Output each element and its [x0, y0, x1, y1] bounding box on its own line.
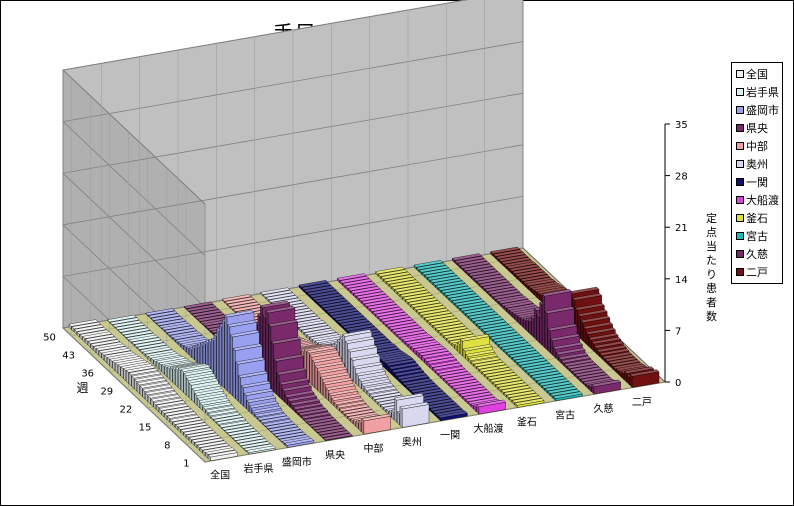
bar-盛岡市-week-1 [284, 438, 315, 448]
y-tick-label: 21 [675, 223, 688, 234]
bar-奥州-week-1 [399, 402, 430, 428]
y-tick-label: 7 [675, 326, 681, 337]
bar-岩手県-week-1 [246, 445, 277, 455]
legend-swatch [736, 178, 744, 186]
y-tick-label: 14 [675, 275, 688, 286]
series-axis-label: 釜石 [517, 415, 537, 428]
legend-label: 一関 [746, 176, 768, 189]
legend-label: 県央 [746, 122, 768, 135]
legend-item: 盛岡市 [736, 101, 782, 119]
legend-swatch [736, 160, 744, 168]
y-axis-label: 定点当たり患者数 [706, 212, 717, 323]
legend-item: 二戸 [736, 263, 782, 281]
bar-宮古-week-1 [552, 391, 583, 402]
floor-gridline [166, 345, 627, 427]
legend-label: 全国 [746, 68, 768, 81]
series-axis-label: 二戸 [632, 396, 652, 408]
legend: 全国岩手県盛岡市県央中部奥州一関大船渡釜石宮古久慈二戸 [731, 62, 783, 284]
series-axis-label: 久慈 [594, 402, 614, 415]
legend-label: 奥州 [746, 158, 768, 171]
y-tick-label: 0 [675, 378, 681, 389]
legend-item: 釜石 [736, 209, 782, 227]
bar-一関-week-1 [437, 410, 468, 422]
legend-swatch [736, 124, 744, 132]
legend-label: 中部 [746, 140, 768, 153]
floor-gridline [204, 381, 666, 463]
legend-label: 岩手県 [746, 86, 779, 99]
legend-item: 大船渡 [736, 191, 782, 209]
bar-全国-week-1 [207, 450, 238, 462]
legend-label: 釜石 [746, 212, 768, 225]
y-tick-label: 28 [675, 172, 688, 183]
bar-中部-week-1 [361, 413, 392, 435]
legend-item: 県央 [736, 119, 782, 137]
legend-label: 盛岡市 [746, 104, 779, 117]
week-tick-label: 8 [164, 441, 170, 452]
legend-item: 全国 [736, 65, 782, 83]
legend-swatch [736, 268, 744, 276]
bar-県央-week-1 [322, 433, 353, 442]
legend-label: 大船渡 [746, 194, 779, 207]
week-tick-label: 1 [183, 459, 189, 470]
week-tick-label: 15 [139, 423, 152, 434]
legend-swatch [736, 88, 744, 96]
series-axis-label: 盛岡市 [282, 455, 312, 468]
floor-gridline [90, 273, 551, 355]
series-axis-label: 全国 [210, 469, 230, 482]
legend-item: 岩手県 [736, 83, 782, 101]
series-axis-label: 岩手県 [244, 462, 274, 475]
floor-gridline [71, 255, 532, 336]
legend-swatch [736, 214, 744, 222]
week-tick-label: 22 [120, 405, 133, 416]
week-axis-label: 週 [76, 381, 88, 395]
legend-swatch [736, 196, 744, 204]
series-axis-label: 一関 [440, 430, 460, 442]
week-tick-label: 43 [62, 350, 75, 361]
legend-label: 宮古 [746, 230, 768, 243]
y-tick-label: 35 [675, 120, 688, 131]
week-tick-label: 36 [81, 369, 94, 380]
week-tick-label: 29 [100, 387, 113, 398]
series-axis-label: 中部 [364, 442, 384, 455]
bar-釜石-week-1 [514, 398, 545, 408]
series-axis-label: 奥州 [402, 435, 422, 448]
legend-swatch [736, 142, 744, 150]
legend-swatch [736, 250, 744, 258]
legend-swatch [736, 106, 744, 114]
legend-item: 久慈 [736, 245, 782, 263]
legend-item: 奥州 [736, 155, 782, 173]
series-axis-label: 大船渡 [474, 422, 504, 435]
legend-item: 一関 [736, 173, 782, 191]
legend-label: 久慈 [746, 248, 768, 261]
legend-swatch [736, 70, 744, 78]
series-axis-label: 県央 [325, 449, 345, 462]
bar-二戸-week-1 [629, 369, 660, 388]
legend-item: 中部 [736, 137, 782, 155]
bar-久慈-week-1 [591, 379, 622, 395]
legend-swatch [736, 232, 744, 240]
legend-item: 宮古 [736, 227, 782, 245]
series-axis-label: 宮古 [555, 409, 575, 422]
week-tick-label: 50 [43, 332, 56, 343]
legend-label: 二戸 [746, 266, 768, 279]
bar-大船渡-week-1 [476, 399, 507, 415]
